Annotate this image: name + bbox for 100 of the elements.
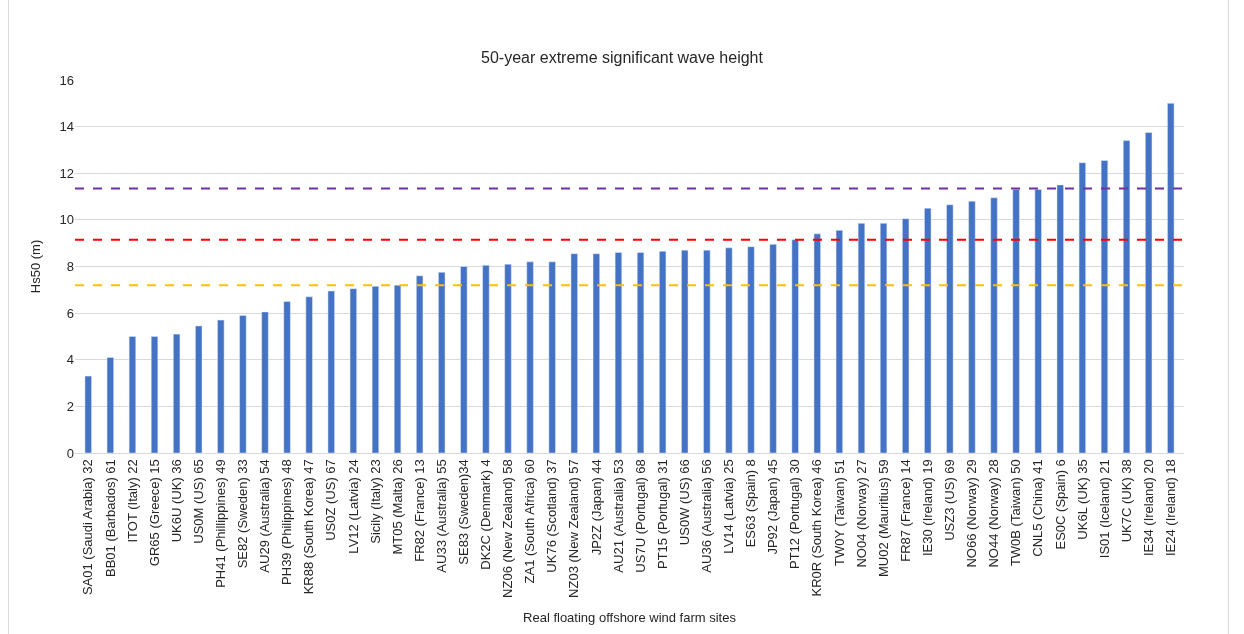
y-tick-label: 0 xyxy=(66,445,74,461)
bar xyxy=(1123,140,1131,453)
x-tick-label: NO44 (Norway) 28 xyxy=(986,459,1002,568)
bar xyxy=(990,197,998,453)
bar xyxy=(1167,103,1175,453)
x-tick-label: SE82 (Sweden) 33 xyxy=(235,459,251,569)
x-tick-label: ES0C (Spain) 6 xyxy=(1052,459,1068,550)
x-tick-label: IE34 (Ireland) 20 xyxy=(1140,459,1156,557)
x-tick-label: MT05 (Malta) 26 xyxy=(389,459,405,555)
bar xyxy=(968,200,976,453)
x-tick-label: PH39 (Philippines) 48 xyxy=(279,459,295,585)
x-tick-label: FR87 (France) 14 xyxy=(897,459,913,562)
bar xyxy=(1145,132,1153,453)
x-tick-label: IE24 (Ireland) 18 xyxy=(1162,459,1178,557)
bar xyxy=(879,223,888,453)
y-tick-label: 12 xyxy=(59,165,74,181)
bar xyxy=(659,251,667,453)
x-tick-label: IS01 (Iceland) 21 xyxy=(1096,459,1112,559)
x-tick-label: PH41 (Phillippines) 49 xyxy=(213,459,229,588)
bar xyxy=(1100,160,1109,453)
bar xyxy=(1012,189,1020,453)
x-tick-label: BB01 (Barbados) 61 xyxy=(102,459,118,577)
x-tick-label: FR82 (France) 13 xyxy=(411,459,427,562)
bar xyxy=(725,247,733,453)
x-tick-label: MU02 (Mauritius) 59 xyxy=(875,459,891,577)
bar xyxy=(747,246,755,453)
x-tick-label: NO04 (Norway) 27 xyxy=(853,459,869,568)
bar xyxy=(460,266,468,453)
bar xyxy=(482,265,490,453)
bar xyxy=(504,263,512,453)
bar xyxy=(239,315,247,453)
x-tick-label: JP2Z (Japan) 44 xyxy=(588,459,604,556)
x-tick-label: SA01 (Saudi Arabia) 32 xyxy=(80,459,96,596)
x-tick-label: NZ03 (New Zealand) 57 xyxy=(566,459,582,598)
x-tick-label: US7U (Portugal) 68 xyxy=(632,459,648,573)
x-tick-label: PT15 (Portugal) 31 xyxy=(654,459,670,570)
bar xyxy=(813,233,821,453)
y-tick-label: 16 xyxy=(59,72,74,88)
bar xyxy=(283,301,291,453)
y-tick-label: 10 xyxy=(59,212,74,228)
x-tick-label: DK2C (Denmark) 4 xyxy=(478,459,494,570)
y-axis-title: Hs50 (m) xyxy=(28,239,44,294)
bar xyxy=(106,357,114,453)
bar xyxy=(570,253,578,453)
x-tick-label: UK6L (UK) 35 xyxy=(1074,459,1090,540)
x-tick-label: UK7C (UK) 38 xyxy=(1118,459,1134,543)
bar xyxy=(305,296,313,453)
y-tick-label: 6 xyxy=(66,305,74,321)
bar xyxy=(614,252,623,453)
bar xyxy=(393,284,402,453)
x-tick-label: JP92 (Japan) 45 xyxy=(765,459,781,555)
bar xyxy=(173,333,181,453)
bar xyxy=(769,244,777,453)
x-tick-label: ZA1 (South Africa) 60 xyxy=(522,459,538,584)
x-tick-label: AU21 (Australia) 53 xyxy=(610,459,626,573)
y-tick-label: 4 xyxy=(66,352,74,368)
x-tick-label: UK6U (UK) 36 xyxy=(168,459,184,543)
x-tick-label: AU33 (Australia) 55 xyxy=(433,459,449,573)
x-axis-title: Real floating offshore wind farm sites xyxy=(523,609,737,625)
bar xyxy=(791,239,799,453)
x-tick-label: ES63 (Spain) 8 xyxy=(743,459,759,548)
bar xyxy=(703,249,711,453)
bar xyxy=(438,272,446,453)
bar xyxy=(1078,162,1086,453)
bar xyxy=(835,230,843,453)
x-tick-label: Sicily (Italy) 23 xyxy=(367,459,383,544)
bar xyxy=(946,204,954,453)
x-tick-label: US0Z (US) 67 xyxy=(323,459,339,541)
y-tick-label: 14 xyxy=(59,119,74,135)
x-tick-label: SE83 (Sweden)34 xyxy=(456,459,472,565)
bar xyxy=(592,253,600,453)
x-tick-label: US0W (US) 66 xyxy=(676,459,692,546)
x-tick-label: US0M (US) 65 xyxy=(190,459,206,544)
bar xyxy=(548,261,556,453)
x-tick-label: KR0R (South Korea) 46 xyxy=(809,459,825,597)
x-tick-label: LV12 (Latvia) 24 xyxy=(345,459,361,554)
y-tick-label: 2 xyxy=(66,398,74,414)
x-tick-label: KR88 (South Korea) 47 xyxy=(301,459,317,595)
x-tick-label: TW0Y (Taiwan) 51 xyxy=(831,459,847,566)
x-tick-label: ITOT (Italy) 22 xyxy=(124,459,140,543)
bar xyxy=(217,319,225,453)
x-tick-label: NZ06 (New Zealand) 58 xyxy=(500,459,516,598)
bar xyxy=(1034,189,1042,453)
bar xyxy=(1056,184,1064,453)
bar xyxy=(195,325,203,453)
bar xyxy=(902,218,910,453)
bar xyxy=(636,252,645,453)
bar xyxy=(526,261,534,453)
x-tick-label: LV14 (Latvia) 25 xyxy=(721,459,737,554)
x-tick-label: IE30 (Ireland) 19 xyxy=(919,459,935,557)
x-tick-label: UK76 (Scotland) 37 xyxy=(544,459,560,573)
bar xyxy=(857,223,866,453)
x-tick-label: AU36 (Australia) 56 xyxy=(699,459,715,573)
bar xyxy=(681,249,689,453)
bar xyxy=(327,290,335,453)
x-tick-label: TW0B (Taiwan) 50 xyxy=(1008,459,1024,567)
x-tick-label: PT12 (Portugal) 30 xyxy=(787,459,803,570)
bar xyxy=(84,375,92,453)
bar xyxy=(416,275,424,453)
x-tick-label: GR65 (Greece) 15 xyxy=(146,459,162,567)
